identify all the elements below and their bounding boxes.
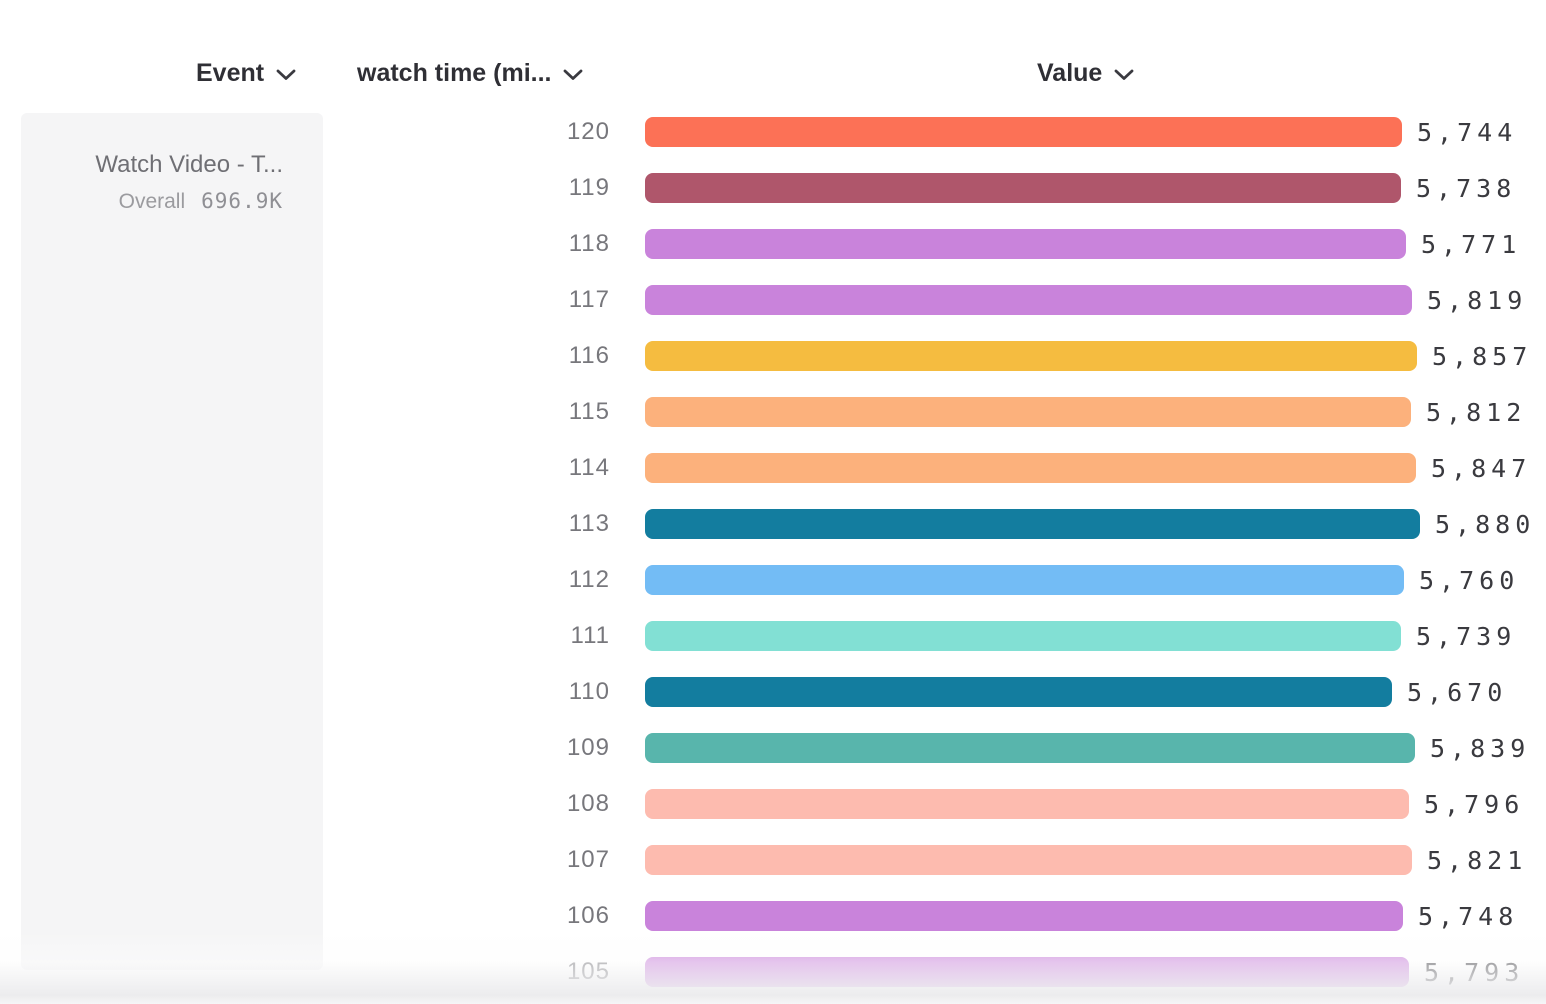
bar[interactable] xyxy=(645,453,1416,483)
event-title: Watch Video - T... xyxy=(95,151,283,178)
bar-row: 117 5,819 xyxy=(0,285,1546,315)
bar-value-label: 5,760 xyxy=(1419,566,1520,595)
bar-value-label: 5,796 xyxy=(1424,790,1525,819)
bar-value-label: 5,847 xyxy=(1431,454,1532,483)
bar[interactable] xyxy=(645,229,1406,259)
bar-value-label: 5,880 xyxy=(1435,510,1536,539)
overall-label: Overall xyxy=(118,190,186,213)
bar-value-label: 5,738 xyxy=(1416,174,1517,203)
bar-row: 107 5,821 xyxy=(0,845,1546,875)
bar-row: 110 5,670 xyxy=(0,677,1546,707)
bar[interactable] xyxy=(645,565,1404,595)
bar-category-label: 113 xyxy=(568,510,610,537)
bar-value-label: 5,821 xyxy=(1427,846,1528,875)
bar[interactable] xyxy=(645,509,1420,539)
bar-row: 115 5,812 xyxy=(0,397,1546,427)
bar-category-label: 115 xyxy=(568,398,610,425)
bar-category-label: 114 xyxy=(568,454,610,481)
bar-row: 106 5,748 xyxy=(0,901,1546,931)
bar-row: 114 5,847 xyxy=(0,453,1546,483)
bar-value-label: 5,748 xyxy=(1418,902,1519,931)
column-header-value-label: Value xyxy=(1037,58,1103,87)
overall-value: 696.9K xyxy=(201,189,283,213)
bar-value-label: 5,771 xyxy=(1421,230,1522,259)
column-header-measure[interactable]: watch time (mi... xyxy=(357,58,583,88)
bar-row: 120 5,744 xyxy=(0,117,1546,147)
bar-value-label: 5,793 xyxy=(1424,958,1525,987)
bar-category-label: 112 xyxy=(568,566,610,593)
bar[interactable] xyxy=(645,677,1392,707)
bar-row: 112 5,760 xyxy=(0,565,1546,595)
bar-category-label: 105 xyxy=(566,958,610,985)
bar-category-label: 107 xyxy=(566,846,610,873)
bar[interactable] xyxy=(645,845,1412,875)
event-card[interactable]: Watch Video - T... Overall 696.9K xyxy=(21,113,323,970)
column-header-value[interactable]: Value xyxy=(1037,58,1134,88)
bar-category-label: 108 xyxy=(566,790,610,817)
bar[interactable] xyxy=(645,397,1411,427)
bar-category-label: 109 xyxy=(566,734,610,761)
bar[interactable] xyxy=(645,901,1403,931)
bar[interactable] xyxy=(645,733,1415,763)
chevron-down-icon xyxy=(564,69,583,80)
bar-category-label: 118 xyxy=(568,230,610,257)
bar[interactable] xyxy=(645,285,1412,315)
chevron-down-icon xyxy=(276,69,296,80)
bar-category-label: 116 xyxy=(568,342,610,369)
bar-value-label: 5,739 xyxy=(1416,622,1517,651)
column-header-event[interactable]: Event xyxy=(196,58,296,88)
chevron-down-icon xyxy=(1114,69,1134,80)
column-header-measure-label: watch time (mi... xyxy=(357,58,552,87)
bar-category-label: 120 xyxy=(566,118,610,145)
bar-value-label: 5,839 xyxy=(1430,734,1531,763)
bar[interactable] xyxy=(645,789,1409,819)
bar-row: 113 5,880 xyxy=(0,509,1546,539)
column-header-event-label: Event xyxy=(196,58,265,87)
bar-category-label: 110 xyxy=(568,678,610,705)
bar[interactable] xyxy=(645,621,1401,651)
bar[interactable] xyxy=(645,173,1401,203)
bar-category-label: 106 xyxy=(566,902,610,929)
bar-row: 118 5,771 xyxy=(0,229,1546,259)
bar-value-label: 5,819 xyxy=(1427,286,1528,315)
bar-row: 105 5,793 xyxy=(0,957,1546,987)
bar-value-label: 5,812 xyxy=(1426,398,1527,427)
bar-value-label: 5,857 xyxy=(1432,342,1533,371)
bar-category-label: 111 xyxy=(570,622,610,649)
event-overall-row: Overall 696.9K xyxy=(41,189,283,214)
bar-row: 119 5,738 xyxy=(0,173,1546,203)
bar-row: 109 5,839 xyxy=(0,733,1546,763)
bar-row: 111 5,739 xyxy=(0,621,1546,651)
bar-category-label: 119 xyxy=(568,174,610,201)
bar-row: 108 5,796 xyxy=(0,789,1546,819)
bar[interactable] xyxy=(645,117,1402,147)
bar[interactable] xyxy=(645,341,1417,371)
bar[interactable] xyxy=(645,957,1409,987)
bar-category-label: 117 xyxy=(568,286,610,313)
bar-value-label: 5,744 xyxy=(1417,118,1518,147)
bar-value-label: 5,670 xyxy=(1407,678,1508,707)
bar-row: 116 5,857 xyxy=(0,341,1546,371)
